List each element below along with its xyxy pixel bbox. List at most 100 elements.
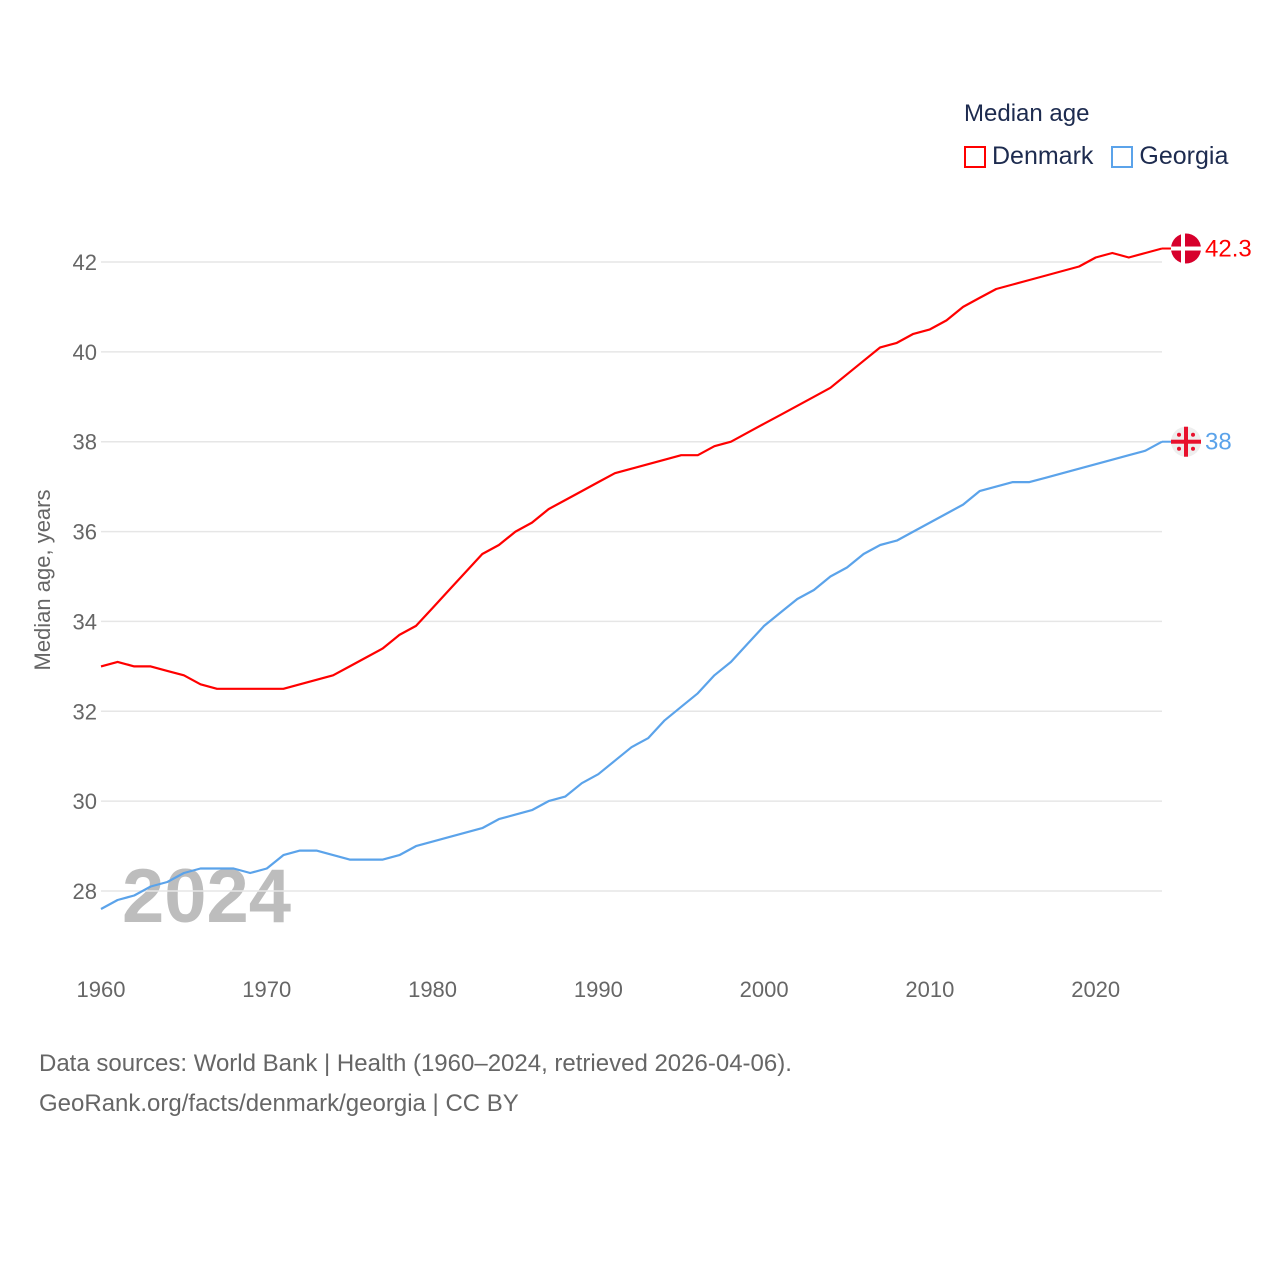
x-tick-label: 2000 [740,977,789,1002]
data-point [645,461,651,467]
legend-item-denmark[interactable]: Denmark [964,142,1093,171]
data-point [115,897,121,903]
data-point [330,672,336,678]
data-point [1010,479,1016,485]
data-point [993,286,999,292]
data-point [330,852,336,858]
x-tick-label: 1960 [77,977,126,1002]
data-point [546,798,552,804]
data-point [280,686,286,692]
data-point [960,502,966,508]
data-point [595,771,601,777]
data-point [1142,250,1148,256]
data-point [811,394,817,400]
data-point [977,488,983,494]
data-point [247,870,253,876]
data-point [280,852,286,858]
data-point [595,479,601,485]
data-point [297,681,303,687]
data-point [877,542,883,548]
data-point [529,520,535,526]
data-point [778,609,784,615]
data-point [1026,277,1032,283]
legend-item-georgia[interactable]: Georgia [1111,142,1228,171]
y-tick-label: 38 [73,430,97,455]
data-point [1026,479,1032,485]
data-point [1060,470,1066,476]
data-point [197,681,203,687]
x-tick-label: 2020 [1071,977,1120,1002]
data-point [1109,250,1115,256]
data-point [148,663,154,669]
data-point [877,344,883,350]
x-tick-label: 1990 [574,977,623,1002]
data-point [778,412,784,418]
data-point [264,686,270,692]
data-point [579,780,585,786]
data-point [1060,268,1066,274]
data-point [678,452,684,458]
data-point [794,596,800,602]
denmark-flag-cross [1171,246,1201,251]
data-point [827,574,833,580]
data-point [1043,475,1049,481]
x-tick-label: 1980 [408,977,457,1002]
data-point [943,511,949,517]
data-point [131,663,137,669]
y-tick-label: 28 [73,879,97,904]
series-line-georgia [100,440,1163,910]
data-point [463,830,469,836]
data-point [214,866,220,872]
data-point [164,668,170,674]
legend-label: Denmark [992,142,1094,170]
data-point [562,497,568,503]
data-point [231,686,237,692]
data-source-text: Data sources: World Bank | Health (1960–… [39,1050,792,1077]
data-point [446,587,452,593]
data-point [529,807,535,813]
end-value-label: 38 [1205,429,1232,456]
series-line-denmark [100,247,1163,690]
data-point [181,672,187,678]
data-point [711,443,717,449]
data-point [811,587,817,593]
data-point [728,659,734,665]
data-point [396,632,402,638]
data-point [1093,461,1099,467]
y-tick-label: 42 [73,250,97,275]
data-point [347,857,353,863]
data-point [761,421,767,427]
data-point [413,843,419,849]
data-point [844,565,850,571]
data-point [993,484,999,490]
data-point [761,623,767,629]
data-point [115,659,121,665]
data-point [1076,466,1082,472]
data-point [1076,263,1082,269]
data-point [910,331,916,337]
y-axis-label: Median age, years [30,490,55,671]
data-point [546,506,552,512]
data-point [496,816,502,822]
data-point [894,340,900,346]
data-point [827,385,833,391]
x-tick-label: 1970 [242,977,291,1002]
attribution-text: GeoRank.org/facts/denmark/georgia | CC B… [39,1090,519,1117]
data-point [314,848,320,854]
data-point [231,866,237,872]
data-point [977,295,983,301]
y-tick-label: 30 [73,789,97,814]
georgia-flag-cross [1171,439,1201,444]
data-point [1126,452,1132,458]
data-point [314,677,320,683]
data-point [728,439,734,445]
data-point [612,470,618,476]
data-point [512,812,518,818]
data-point [629,744,635,750]
data-point [264,866,270,872]
legend-swatch-georgia [1111,145,1134,168]
data-point [695,452,701,458]
data-point [430,605,436,611]
data-point [98,663,104,669]
y-tick-label: 36 [73,520,97,545]
